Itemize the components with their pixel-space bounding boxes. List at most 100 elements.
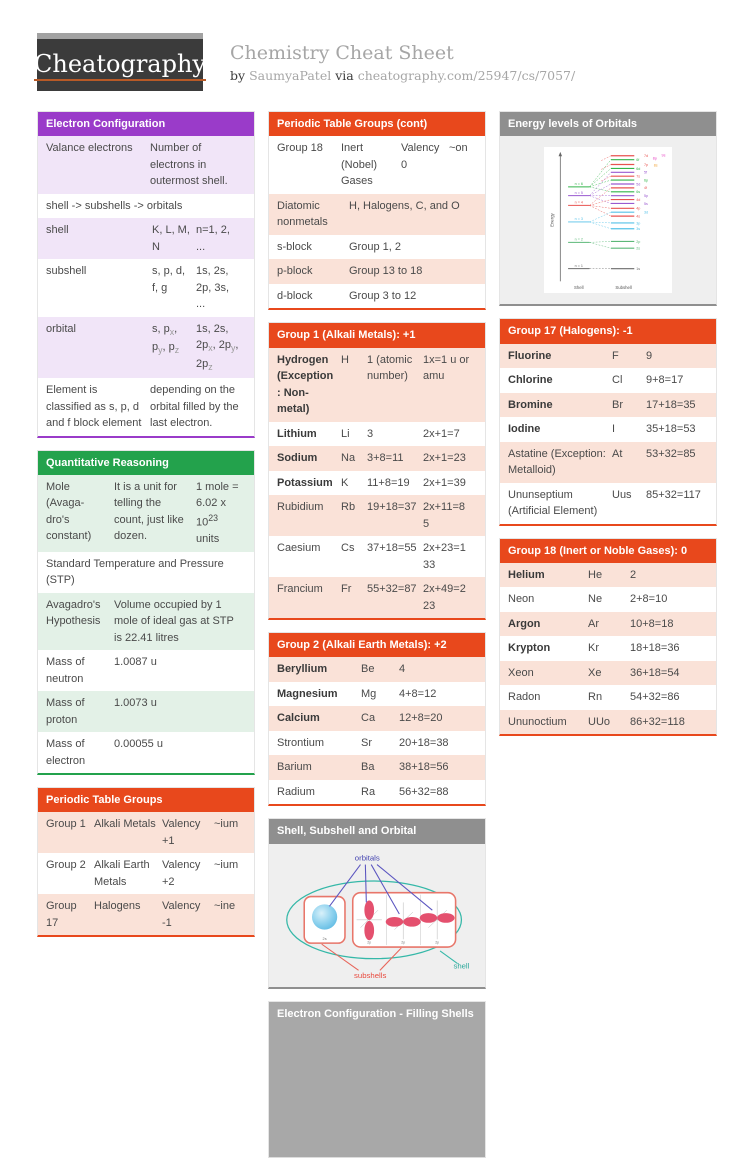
table-cell: Cs [341,542,355,555]
table-cell: 2+8=10 [630,593,668,606]
table-row: Sodium Na 3+8=11 2x+1=23 [269,446,485,471]
subshell-label: 6p [644,179,648,183]
table-cell: Ununoctium [508,715,567,728]
table-cell: I [612,423,616,436]
subshell-label: 5p [644,194,648,198]
page-header: Cheatography Chemistry Cheat Sheet by Sa… [34,33,713,91]
subshell-label: 3d [644,211,648,215]
table-cell: Group 2 [46,859,86,872]
shell-column-label: Shell [574,285,584,290]
subshell-label: 5d [636,183,640,187]
table-row: Beryllium Be 4 [269,657,485,682]
table-cell: shell -> subshells -> orbitals [46,199,183,212]
shell-level-label: n = 1 [575,264,583,268]
table-cell: H [341,353,349,366]
table-row: Helium He 2 [500,562,716,588]
table-cell: Be [361,663,375,676]
byline-by: by [230,68,246,83]
table-cell: Alkali Metals [94,818,156,831]
table-cell: 2x+23=133 [423,542,466,571]
byline: by SaumyaPatel via cheatography.com/2594… [230,68,575,83]
periodic-table-groups-cont: Periodic Table Groups (cont) Group 18 Iner… [268,111,486,311]
panel-title: Electron Configuration [38,112,254,137]
table-cell: 56+32=88 [399,785,449,798]
table-cell: Lithium [277,427,317,440]
table-row: shell -> subshells -> orbitals [38,194,254,219]
energy-axis-label: Energy [549,213,554,227]
cheatography-logo[interactable]: Cheatography [34,33,206,91]
table-cell: Mass of neutron [46,656,85,685]
table-cell: 3+8=11 [367,452,404,465]
connector-line [589,180,611,188]
sheet-url-link[interactable]: cheatography.com/25947/cs/7057/ [357,68,576,83]
table-cell: Francium [277,583,323,596]
table-row: Mole (Avaga- dro's constant) It is a unit… [38,474,254,552]
table-row: subshell s, p, d, f, g 1s, 2s, 2p, 3s, ... [38,259,254,317]
table-cell: ~ium [214,859,239,872]
table-cell: Potassium [277,476,333,489]
table-cell: Group 13 to 18 [349,265,423,278]
subshell-label: 7d [644,154,648,158]
table-cell: d-block [277,289,313,302]
table-cell: Krypton [508,642,551,655]
table-cell: Diatomic nonmetals [277,199,328,229]
columns-wrap: Electron Configuration Valance electrons N… [37,111,717,1170]
table-row: Group 17 Halogens Valency -1 ~ine [38,894,254,936]
table-cell: ~ium [214,818,239,831]
connector-line [589,242,611,249]
table-row: Lithium Li 3 2x+1=7 [269,422,485,447]
subshell-label: 3p [636,222,640,226]
table-cell: Group 1 [46,818,86,831]
table-cell: Xeon [508,666,534,679]
author-link[interactable]: SaumyaPatel [249,68,332,83]
connector-line [601,164,612,170]
table-cell: Volume occupied by 1 mole of ideal gas a… [114,598,234,644]
table-cell: F [612,349,619,362]
table-cell: 1.0087 u [114,656,157,668]
table-row: d-block Group 3 to 12 [269,284,485,309]
table-cell: 10+8=18 [630,617,674,630]
table-cell: Rubidium [277,501,324,514]
table-cell: 9 [646,349,653,362]
extra-subshell-label: 9s [662,154,666,158]
table-cell: 2x+1=23 [423,452,466,465]
table-cell: 2x+11=85 [423,501,466,530]
p-orbital-label: 2p [401,940,405,944]
table-cell: Element is classified as s, p, d and f b… [46,384,142,430]
subshells-pointer-lines [321,943,402,971]
connector-line [589,159,612,188]
subshell-label: 7s [636,175,640,179]
table-cell: Ca [361,712,376,725]
panel-title: Group 17 (Halogens): -1 [500,319,716,344]
connector-line [589,172,612,197]
table-cell: Ne [588,593,603,606]
connector-line [589,186,611,193]
table-row: Mass of neutron 1.0087 u [38,650,254,691]
energy-levels-of-orbitals: Energy levels of Orbitals Energy Shell S… [499,111,717,307]
table-row: Argon Ar 10+8=18 [500,611,716,637]
table-cell: 1x=1 u or amu [423,353,470,383]
panel-title: Energy levels of Orbitals [500,112,716,137]
table-cell: subshell [46,265,87,278]
table-cell: 37+18=55 [367,542,417,555]
table-row: Mass of proton 1.0073 u [38,691,254,732]
logo-text: Cheatography [34,50,206,81]
table-cell: Group 17 [46,900,77,929]
connector-line [601,176,612,182]
table-cell: 20+18=38 [399,736,449,749]
table-cell: Radon [508,691,541,704]
subshell-label: 3s [636,227,640,231]
shell-level-label: n = 6 [575,182,583,186]
table-cell: K [341,476,349,489]
table-cell: Xe [588,666,602,679]
table-cell: 2x+1=7 [423,427,460,440]
page-title: Chemistry Cheat Sheet [230,42,454,64]
group-17-halogens: Group 17 (Halogens): -1 Fluorine F 9 Chlorin… [499,318,717,526]
table-row: Radium Ra 56+32=88 [269,780,485,805]
table-cell: Rn [588,691,603,704]
table-cell: Inert (Nobel) Gases [341,142,378,188]
table-row: Element is classified as s, p, d and f b… [38,378,254,436]
table-cell: Ar [588,617,599,630]
